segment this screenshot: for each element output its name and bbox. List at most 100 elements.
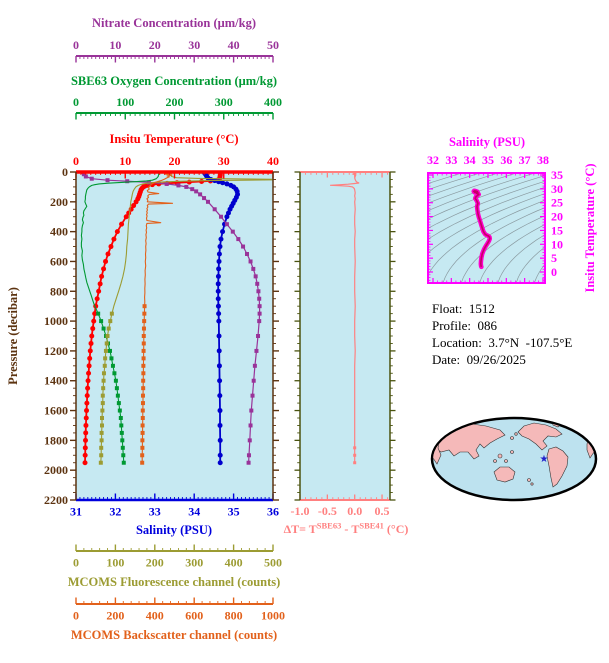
salinity-tick-labels: 31 32 33 34 35 36 — [70, 505, 279, 519]
nitrate-markers — [81, 172, 262, 465]
fluorescence-tick-label: 300 — [185, 556, 203, 570]
temperature-tick-label: 20 — [169, 154, 181, 168]
oxygen-tick-label: 0 — [73, 95, 79, 109]
fluorescence-tick-label: 200 — [146, 556, 164, 570]
delta-y-axis — [294, 171, 396, 501]
backscatter-tick-label: 1000 — [261, 609, 285, 623]
backscatter-tick-label: 400 — [146, 609, 164, 623]
float-info-block: Float: 1512 Profile: 086 Location: 3.7°N… — [432, 301, 572, 367]
fluorescence-axis: 0 100 200 300 400 500 — [73, 544, 282, 570]
pressure-axis: 0 200 400 600 800 1000 1200 1400 1600 1800 2000 220… — [44, 165, 279, 507]
ts-salinity-tick-label: 32 — [427, 153, 439, 167]
ts-salinity-tick-label: 34 — [464, 153, 476, 167]
ts-salinity-tick-label: 36 — [500, 153, 512, 167]
backscatter-axis: 0 200 400 600 800 1000 — [73, 597, 285, 623]
salinity-tick-label: 32 — [109, 505, 121, 519]
salinity-tick-label: 36 — [267, 505, 279, 519]
fluorescence-axis-title: MCOMS Fluorescence channel (counts) — [68, 575, 281, 589]
delta-plot-render: -1.0 -0.5 0.0 0.5 — [291, 171, 396, 518]
delta-x-axis: -1.0 -0.5 0.0 0.5 — [291, 171, 390, 518]
profile-line: Profile: 086 — [432, 318, 497, 333]
pressure-tick-label: 0 — [62, 165, 68, 179]
backscatter-tick-labels: 0 200 400 600 800 1000 — [73, 609, 285, 623]
map-land-island — [530, 482, 534, 486]
ts-contour-line — [442, 207, 545, 283]
salinity-axis-title: Salinity (PSU) — [136, 523, 212, 537]
oxygen-tick-labels: 0 100 200 300 400 — [73, 95, 282, 109]
fluorescence-tick-labels: 0 100 200 300 400 500 — [73, 556, 282, 570]
nitrate-series — [81, 172, 262, 465]
map-land-australia — [493, 466, 516, 483]
pressure-tick-label: 800 — [50, 284, 68, 298]
backscatter-tick-label: 0 — [73, 609, 79, 623]
oxygen-ticks — [75, 113, 274, 120]
pressure-tick-label: 2200 — [44, 493, 68, 507]
ts-contour-line — [428, 173, 537, 212]
ts-temperature-tick-label: 0 — [551, 265, 557, 279]
oxygen-tick-label: 100 — [116, 95, 134, 109]
backscatter-tick-label: 800 — [225, 609, 243, 623]
nitrate-axis: 0 10 20 30 40 50 — [73, 38, 279, 63]
nitrate-tick-labels: 0 10 20 30 40 50 — [73, 38, 279, 52]
ts-temperature-tick-label: 25 — [551, 196, 563, 210]
fluorescence-ticks — [75, 544, 274, 551]
ts-contour-line — [428, 173, 519, 204]
pressure-tick-label: 1600 — [44, 404, 68, 418]
map-land-island — [510, 436, 514, 440]
ts-temperature-tick-label: 35 — [551, 168, 563, 182]
temperature-tick-label: 10 — [119, 154, 131, 168]
ts-temperature-tick-label: 15 — [551, 223, 563, 237]
delta-t-axis-title: ΔT= TSBE63 - TSBE41 (°C) — [284, 521, 409, 537]
float-id-line: Float: 1512 — [432, 301, 495, 316]
pressure-tick-label: 1000 — [44, 314, 68, 328]
delta-t-panel: -1.0 -0.5 0.0 0.5 ΔT= TSBE63 - TSBE41 (°C) — [284, 171, 409, 537]
temperature-tick-labels: 0 10 20 30 40 — [73, 154, 279, 168]
temperature-tick-label: 40 — [267, 154, 279, 168]
pressure-tick-label: 1400 — [44, 374, 68, 388]
pressure-tick-label: 1800 — [44, 433, 68, 447]
backscatter-axis-title: MCOMS Backscatter channel (counts) — [71, 628, 277, 642]
nitrate-ticks — [75, 56, 274, 63]
fluorescence-tick-label: 500 — [264, 556, 282, 570]
map-land-island — [493, 459, 497, 463]
delta-x-tick-label: -1.0 — [291, 504, 310, 518]
salinity-tick-label: 31 — [70, 505, 82, 519]
map-land-island — [497, 453, 503, 459]
delta-x-tick-labels: -1.0 -0.5 0.0 0.5 — [291, 504, 390, 518]
ts-salinity-tick-label: 37 — [519, 153, 531, 167]
fluorescence-series — [98, 172, 273, 465]
salinity-axis: 31 32 33 34 35 36 — [70, 493, 279, 519]
backscatter-series — [140, 172, 174, 465]
map-land-island — [504, 459, 508, 463]
ts-contour-line — [460, 215, 545, 283]
ts-contour-line — [428, 173, 500, 197]
ts-salinity-tick-label: 33 — [445, 153, 457, 167]
oxygen-tick-label: 200 — [166, 95, 184, 109]
ts-temperature-tick-label: 20 — [551, 210, 563, 224]
fluorescence-line — [100, 172, 273, 463]
ts-curve-inner — [472, 190, 491, 268]
pressure-tick-label: 2000 — [44, 463, 68, 477]
ts-temperature-tick-label: 5 — [551, 251, 557, 265]
nitrate-tick-label: 10 — [109, 38, 121, 52]
ts-contour-line — [479, 224, 545, 283]
nitrate-tick-label: 50 — [267, 38, 279, 52]
temperature-tick-label: 0 — [73, 154, 79, 168]
ts-salinity-tick-label: 35 — [482, 153, 494, 167]
temperature-tick-label: 30 — [218, 154, 230, 168]
ts-plot-background — [428, 173, 545, 283]
pressure-tick-label: 1200 — [44, 344, 68, 358]
delta-x-tick-label: 0.5 — [375, 504, 390, 518]
oxygen-tick-label: 400 — [264, 95, 282, 109]
nitrate-tick-label: 0 — [73, 38, 79, 52]
ts-temperature-title: Insitu Temperature (°C) — [583, 163, 597, 292]
backscatter-ticks — [75, 597, 274, 604]
delta-t-line — [330, 172, 360, 463]
ts-temperature-tick-label: 10 — [551, 237, 563, 251]
